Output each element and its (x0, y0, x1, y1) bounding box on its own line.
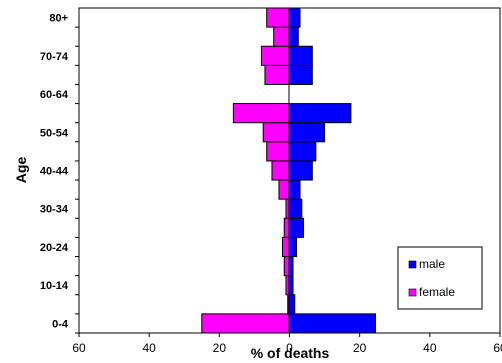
female-bar-20-24 (281, 236, 291, 258)
male-bar-80+ (289, 7, 301, 28)
male-bar-55-59 (289, 103, 352, 124)
female-bar-0-4 (201, 313, 290, 334)
male-bar-30-34 (289, 198, 303, 219)
male-bar-70-74 (289, 45, 313, 66)
male-bar-0-4 (289, 313, 376, 334)
y-tick-label: 40-44 (40, 166, 69, 178)
x-tick-label: 40 (142, 341, 156, 355)
x-tick-label: 0 (286, 341, 293, 355)
female-bars (201, 7, 291, 334)
male-bar-45-49 (289, 141, 317, 162)
female-bar-50-54 (262, 122, 291, 143)
legend-label-female: female (419, 285, 455, 299)
x-tick-label: 20 (213, 341, 227, 355)
y-tick-label: 60-64 (40, 89, 69, 101)
male-bar-40-44 (289, 160, 313, 181)
male-bar-5-9 (289, 294, 296, 315)
x-tick-label: 60 (72, 341, 86, 355)
male-bar-35-39 (289, 179, 301, 200)
legend-box (397, 246, 483, 310)
male-bar-15-19 (289, 256, 294, 277)
female-bar-40-44 (271, 160, 290, 181)
x-tick-label: 40 (423, 341, 437, 355)
female-bar-65-69 (264, 64, 291, 85)
y-axis-title: Age (13, 157, 29, 184)
y-tick-label: 70-74 (40, 51, 69, 63)
x-tick-label: 20 (353, 341, 367, 355)
female-bar-75-79 (273, 26, 290, 47)
y-tick-label: 50-54 (40, 127, 69, 139)
male-bar-65-69 (289, 64, 313, 85)
x-axis-title: % of deaths (251, 345, 330, 361)
y-tick-label: 80+ (49, 13, 68, 25)
female-bar-80+ (266, 7, 291, 28)
x-axis-ticks: 60 40 20 0 20 40 60 (72, 333, 502, 355)
male-bar-75-79 (289, 26, 299, 47)
y-tick-label: 0-4 (52, 318, 69, 330)
legend-label-male: male (419, 257, 445, 271)
male-bar-20-24 (289, 236, 298, 258)
y-tick-label: 10-14 (40, 280, 69, 292)
female-bar-35-39 (278, 179, 291, 200)
female-bar-55-59 (232, 103, 290, 124)
male-bar-10-14 (289, 275, 294, 296)
y-tick-label: 30-34 (40, 204, 69, 216)
male-bar-50-54 (289, 122, 326, 143)
legend-swatch-female (408, 288, 417, 297)
male-bar-25-29 (289, 217, 305, 238)
legend: male female (397, 246, 483, 310)
female-bar-70-74 (260, 45, 290, 66)
legend-swatch-male (408, 260, 417, 269)
female-bar-45-49 (266, 141, 291, 162)
x-tick-label: 60 (493, 341, 502, 355)
y-tick-label: 20-24 (40, 242, 69, 254)
male-bars (289, 7, 376, 334)
y-axis-ticks: 0-4 10-14 20-24 30-34 40-44 50-54 60-64 70-74 80… (40, 13, 79, 334)
